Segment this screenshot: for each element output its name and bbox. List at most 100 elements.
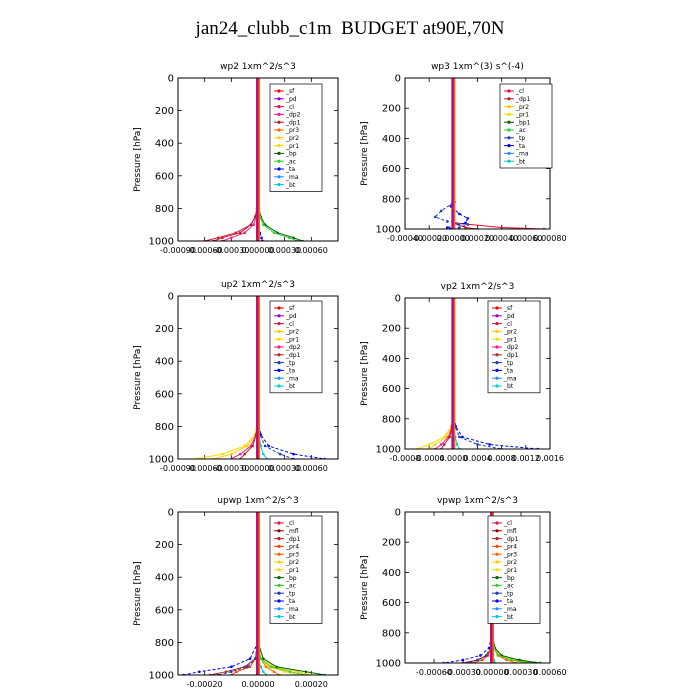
legend-swatch-marker [277, 583, 281, 588]
series-point-bt [259, 444, 262, 448]
figure-title: jan24_clubb_c1m BUDGET at90E,70N [195, 18, 505, 39]
series-point-ta [248, 657, 252, 660]
series-point-tp [458, 435, 461, 439]
chart-panel-upwp: upwp 1xm^2/s^3 Pressure [hPa] 0 200 400 600 80… [133, 496, 339, 689]
legend-swatch-marker [277, 112, 281, 116]
legend-label: _pr3 [285, 551, 299, 558]
legend-swatch-marker [277, 544, 281, 549]
legend-swatch-marker [277, 576, 281, 580]
legend-swatch-marker [277, 120, 281, 124]
legend-swatch-marker [277, 607, 281, 611]
series-line-pr1 [416, 298, 454, 449]
legend-label: _bt [503, 614, 514, 621]
y-tick-label: 400 [155, 357, 174, 368]
y-tick-label: 200 [155, 324, 174, 335]
series-point-pr2 [444, 435, 448, 439]
series-point-pr4 [235, 670, 238, 674]
y-tick-label: 400 [382, 354, 401, 365]
legend-label: _tp [515, 135, 525, 142]
x-tick-label: -0.00030 [213, 464, 249, 473]
series-point-ta [466, 217, 470, 220]
legend-label: _dp1 [285, 536, 301, 543]
series-point-pr3 [272, 670, 276, 674]
legend-swatch-marker [495, 607, 499, 611]
legend-swatch-marker [277, 136, 281, 140]
legend-swatch-marker [495, 376, 499, 380]
legend-swatch-marker [495, 368, 499, 372]
series-point-tp [278, 452, 282, 456]
legend-swatch-marker [495, 314, 499, 318]
series-point-bt [455, 443, 459, 446]
y-tick-label: 200 [382, 104, 401, 115]
series-point-pr1 [283, 670, 286, 674]
legend-swatch-marker [507, 159, 511, 163]
legend-swatch-marker [277, 376, 281, 380]
x-tick-label: 0.00000 [241, 680, 274, 689]
legend-label: _ta [285, 368, 295, 375]
subplot-title: wp2 1xm^2/s^3 [220, 62, 296, 72]
legend-label: _ta [285, 598, 295, 605]
legend-swatch-marker [277, 521, 281, 525]
series-point-tp [466, 223, 470, 226]
y-tick-label: 0 [395, 508, 401, 519]
chart-panel-up2: up2 1xm^2/s^3 Pressure [hPa] 0 200 400 600 800… [133, 280, 339, 473]
legend-label: _cl [285, 321, 294, 328]
x-tick-label: 0.00020 [461, 234, 494, 243]
y-axis-label: Pressure [hPa] [360, 121, 370, 186]
series-point-bt [259, 665, 262, 669]
y-tick-label: 400 [155, 573, 174, 584]
legend-swatch-marker [277, 128, 281, 132]
y-tick-label: 0 [168, 508, 174, 519]
chart-panel-vpwp: vpwp 1xm^2/s^3 Pressure [hPa] 0 200 400 600 80… [360, 496, 567, 677]
x-tick-label: 0.0000 [439, 454, 467, 463]
series-point-pr1 [243, 444, 246, 448]
legend-label: _dp1 [285, 352, 301, 359]
x-tick-label: -0.00030 [213, 246, 249, 255]
legend-swatch-marker [495, 384, 499, 388]
legend-label: _dp2 [503, 344, 519, 351]
x-tick-label: -0.00060 [416, 668, 452, 677]
y-axis-label: Pressure [hPa] [360, 341, 370, 406]
legend-swatch-marker [495, 552, 499, 556]
x-tick-label: 0.00000 [475, 668, 508, 677]
legend-swatch-marker [495, 599, 499, 603]
series-point-ta [292, 452, 295, 456]
series-point-dp1 [442, 443, 446, 446]
series-point-ac [262, 223, 265, 226]
legend-label: _dp2 [285, 112, 301, 119]
y-tick-label: 1000 [376, 225, 401, 236]
legend-label: _pr1 [515, 112, 529, 119]
legend-label: _ac [515, 127, 526, 134]
legend-label: _bp [503, 575, 515, 582]
series-line-pr2 [428, 298, 454, 449]
x-tick-label: 0.00040 [485, 234, 518, 243]
series-point-dp1 [448, 435, 452, 439]
subplot-title: vpwp 1xm^2/s^3 [437, 496, 518, 506]
series-line-cl [204, 78, 259, 241]
legend-swatch-marker [507, 89, 511, 93]
x-tick-label: 0.00000 [437, 234, 470, 243]
series-point-pr2 [246, 444, 249, 448]
legend-swatch-marker [507, 136, 511, 140]
y-tick-label: 200 [155, 540, 174, 551]
chart-panel-wp2: wp2 1xm^2/s^3 Pressure [hPa] 0 200 400 600 800… [133, 62, 339, 255]
legend-swatch-marker [495, 306, 499, 310]
legend-swatch-marker [495, 345, 499, 349]
x-tick-label: -0.00020 [411, 234, 447, 243]
series-point-ac [272, 231, 276, 235]
legend-label: _sf [285, 305, 295, 312]
legend-label: _pr1 [285, 143, 299, 150]
legend-swatch-marker [277, 345, 281, 349]
legend-label: _sf [503, 305, 513, 312]
y-tick-label: 0 [395, 294, 401, 305]
legend-label: _dp1 [503, 536, 519, 543]
legend-swatch-marker [277, 537, 281, 541]
series-point-tp [263, 444, 267, 448]
legend-label: _mfl [285, 528, 299, 535]
series-point-ac [510, 658, 513, 662]
series-point-bp [304, 670, 308, 674]
legend-swatch-marker [277, 384, 281, 388]
legend-label: _pr1 [285, 567, 299, 574]
series-line-ta [452, 298, 538, 449]
legend-swatch-marker [277, 599, 281, 603]
